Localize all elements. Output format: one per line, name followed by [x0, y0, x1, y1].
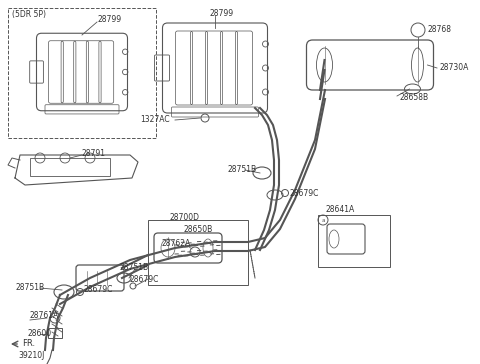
Text: 28799: 28799: [210, 9, 234, 19]
Text: 28751B: 28751B: [15, 284, 44, 293]
Text: 28730A: 28730A: [440, 63, 469, 72]
Text: 28799: 28799: [98, 16, 122, 24]
Text: 28650B: 28650B: [183, 225, 212, 233]
Text: a: a: [321, 218, 325, 222]
Text: 28679C: 28679C: [83, 285, 112, 293]
Text: 28761A: 28761A: [30, 312, 59, 320]
Text: 28641A: 28641A: [326, 206, 355, 214]
Text: 28768: 28768: [428, 25, 452, 35]
Text: 28751B: 28751B: [120, 264, 149, 273]
Text: 28658B: 28658B: [400, 94, 429, 103]
Text: 28679C: 28679C: [289, 189, 318, 198]
Bar: [30, 158, 110, 176]
Bar: [8, 8, 156, 138]
Text: 28600: 28600: [28, 329, 52, 339]
Text: 28762A: 28762A: [162, 240, 191, 249]
Text: 28679C: 28679C: [130, 276, 159, 285]
Text: 39210J: 39210J: [18, 352, 44, 360]
Text: FR.: FR.: [22, 340, 35, 348]
Text: 28700D: 28700D: [170, 214, 200, 222]
Text: 28751B: 28751B: [228, 166, 257, 174]
Bar: [148, 220, 248, 285]
Text: (5DR 5P): (5DR 5P): [12, 9, 46, 19]
Bar: [48, 328, 62, 338]
Text: 1327AC: 1327AC: [140, 115, 169, 124]
Text: 28791: 28791: [82, 149, 106, 158]
Bar: [318, 215, 390, 267]
